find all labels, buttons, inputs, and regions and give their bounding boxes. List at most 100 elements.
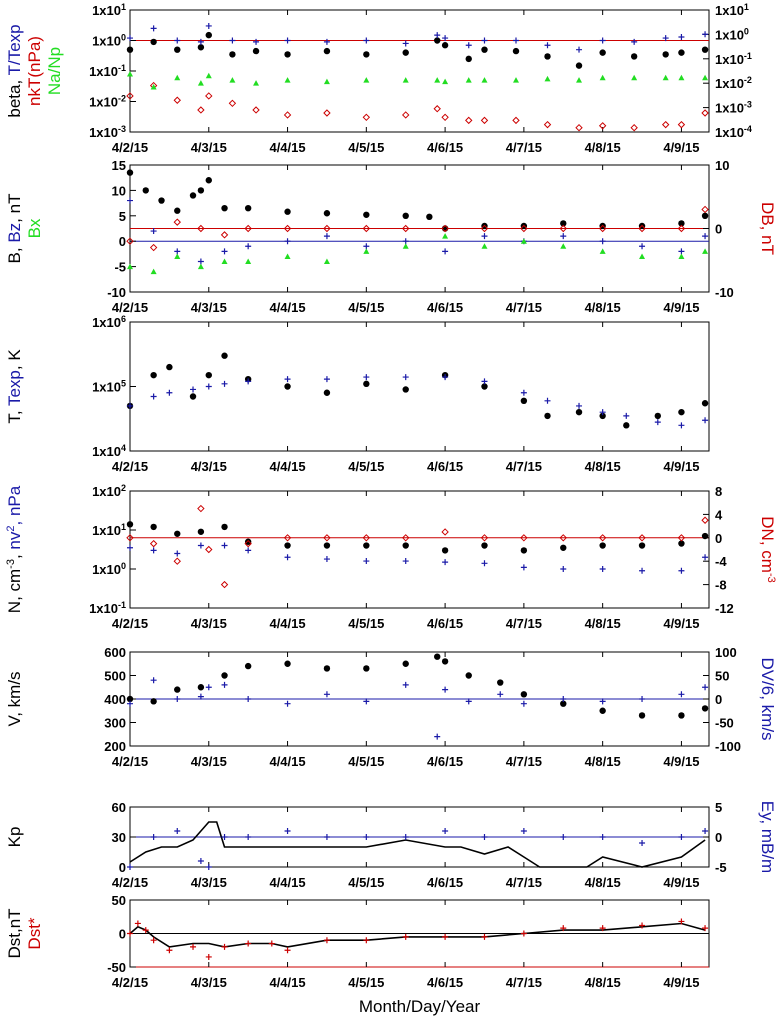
data-point [441, 42, 449, 49]
data-point [174, 686, 181, 693]
data-point [283, 111, 292, 119]
right-tick-label: 5 [715, 800, 722, 815]
data-point [520, 700, 527, 707]
data-point [434, 32, 441, 39]
data-point [702, 74, 709, 81]
data-point [190, 943, 197, 950]
data-point [598, 224, 607, 233]
data-point [150, 937, 157, 944]
x-tick-label: 4/2/15 [112, 754, 148, 769]
data-point [560, 544, 567, 551]
data-point [221, 943, 228, 950]
data-point [189, 393, 197, 400]
data-point [481, 243, 488, 249]
data-point [245, 547, 252, 554]
right-tick-label: 0 [715, 830, 722, 845]
data-point [126, 521, 134, 528]
data-point [166, 363, 173, 371]
data-point [221, 204, 228, 212]
panel-frame [129, 9, 710, 133]
data-point [197, 693, 204, 700]
right-axis-label: Ey, mB/m [758, 801, 777, 873]
data-point [362, 534, 371, 542]
data-point [363, 374, 370, 381]
x-tick-label: 4/8/15 [585, 875, 621, 890]
data-point [441, 658, 449, 665]
data-point [481, 542, 488, 549]
data-point [323, 534, 331, 542]
data-point [442, 78, 449, 85]
data-point [363, 51, 370, 58]
panel-p6: 4/2/15 4/3/15 4/4/15 4/5/15 4/6/15 4/7/15 4/8/… [112, 806, 710, 890]
data-point [575, 123, 583, 132]
series-T/Texp [127, 22, 709, 53]
left-tick-label: -50 [107, 960, 126, 975]
data-point [253, 80, 260, 86]
data-point [323, 78, 330, 85]
data-point [362, 113, 371, 122]
data-point [190, 386, 197, 393]
left-tick-label: 1x10-2 [89, 94, 126, 110]
data-point [323, 210, 331, 217]
data-point [150, 523, 157, 531]
data-point [702, 233, 709, 240]
data-point [150, 677, 157, 684]
data-point [221, 258, 228, 265]
data-point [197, 504, 205, 513]
x-tick-label: 4/6/15 [427, 975, 463, 990]
panel-frame [129, 490, 710, 609]
left-tick-label: 60 [112, 800, 126, 815]
data-point [363, 937, 370, 944]
left-tick-label: 400 [104, 692, 126, 707]
left-tick-label: 50 [112, 893, 126, 908]
data-point [284, 947, 291, 954]
data-point [229, 37, 236, 44]
data-point [512, 116, 520, 125]
x-tick-label: 4/7/15 [506, 754, 542, 769]
panel-p5: 4/2/15 4/3/15 4/4/15 4/5/15 4/6/15 4/7/15 4/8/… [112, 651, 710, 769]
series-T [126, 352, 709, 429]
data-point [149, 539, 158, 548]
left-tick-label: 1x10-1 [89, 600, 126, 616]
data-point [323, 109, 331, 117]
data-point [481, 383, 488, 390]
data-point [402, 534, 410, 542]
series-nkT(nPa) [126, 81, 709, 132]
right-tick-label: 10 [715, 158, 729, 173]
x-tick-label: 4/6/15 [427, 140, 463, 155]
right-tick-label: -4 [715, 554, 727, 569]
x-tick-label: 4/4/15 [269, 616, 305, 631]
data-point [150, 834, 157, 840]
data-point [639, 567, 646, 574]
x-tick-label: 4/8/15 [585, 459, 621, 474]
data-point [630, 123, 638, 132]
data-point [599, 409, 606, 416]
data-point [678, 540, 685, 547]
left-axis-label-2: nkT(nPa) [25, 36, 44, 106]
data-point [520, 389, 527, 396]
data-point [702, 554, 709, 561]
data-point [598, 534, 607, 542]
data-point [197, 80, 204, 86]
data-point [678, 74, 685, 81]
x-tick-label: 4/6/15 [427, 300, 463, 315]
data-point [512, 47, 520, 55]
right-tick-label: 0 [715, 531, 722, 546]
data-point [245, 940, 252, 947]
series-Dst [129, 922, 706, 948]
right-tick-label: 1x10-1 [715, 51, 752, 67]
x-tick-label: 4/7/15 [506, 975, 542, 990]
x-tick-label: 4/6/15 [427, 459, 463, 474]
x-tick-label: 4/4/15 [269, 459, 305, 474]
data-point [127, 864, 133, 870]
data-point [481, 233, 488, 240]
data-point [134, 920, 141, 927]
right-tick-label: 1x10-2 [715, 75, 752, 91]
data-point [127, 700, 133, 707]
data-point [173, 96, 181, 104]
data-point [481, 560, 488, 567]
data-point [363, 248, 370, 254]
data-point [465, 55, 472, 63]
data-point [205, 953, 212, 960]
data-point [465, 77, 472, 83]
